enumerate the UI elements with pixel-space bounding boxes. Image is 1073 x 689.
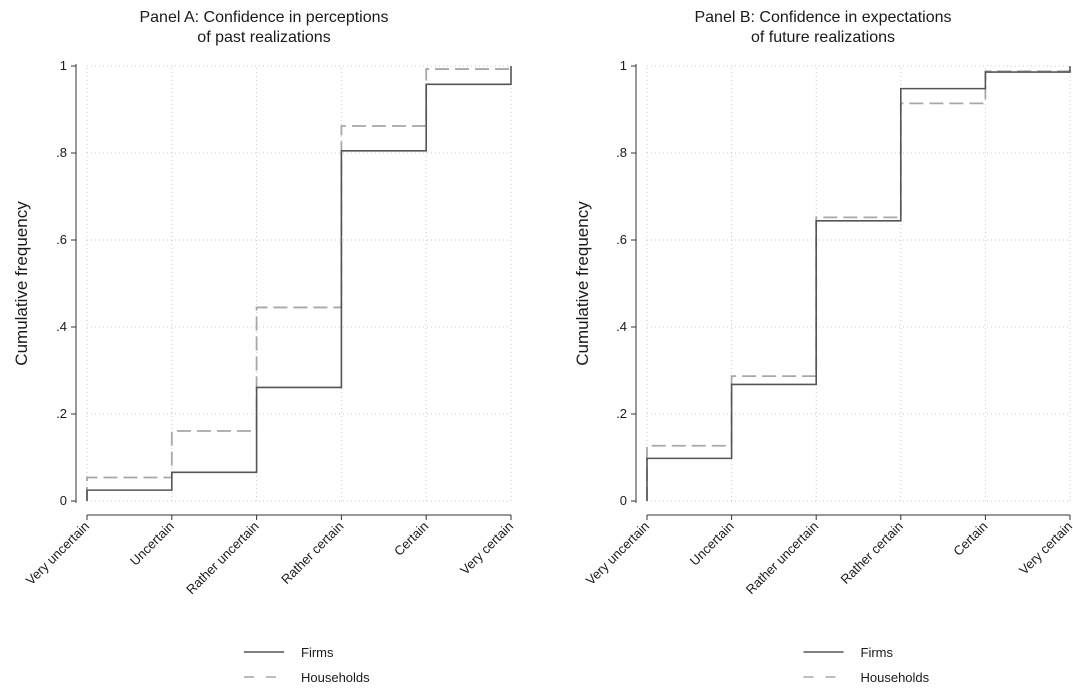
- y-tick-label: 0: [620, 493, 627, 508]
- panel-b: Panel B: Confidence in expectations of fu…: [573, 9, 1073, 685]
- y-tick-label: .4: [56, 319, 67, 334]
- series-line-households: [646, 66, 1071, 501]
- y-axis-label: Cumulative frequency: [12, 201, 31, 366]
- x-tick-label: Very certain: [1016, 519, 1073, 578]
- y-tick-label: 0: [60, 493, 67, 508]
- x-tick-label: Very uncertain: [23, 519, 92, 588]
- y-tick-label: 1: [620, 58, 627, 73]
- y-tick-label: .2: [56, 406, 67, 421]
- chart-title-line: of future realizations: [751, 29, 895, 46]
- legend-label-households: Households: [861, 670, 930, 685]
- y-tick-label: .2: [616, 406, 627, 421]
- x-tick-label: Rather certain: [838, 519, 906, 587]
- series-line-households: [86, 66, 512, 501]
- y-axis-label: Cumulative frequency: [573, 201, 592, 366]
- x-tick-label: Rather uncertain: [183, 519, 262, 598]
- y-tick-label: 1: [60, 58, 67, 73]
- series-line-firms: [86, 66, 512, 501]
- x-tick-label: Certain: [391, 519, 431, 559]
- legend-label-households: Households: [301, 670, 370, 685]
- x-tick-label: Certain: [950, 519, 990, 559]
- chart-title-line: Panel B: Confidence in expectations: [694, 9, 951, 26]
- y-tick-label: .4: [616, 319, 627, 334]
- chart-title-line: of past realizations: [197, 29, 330, 46]
- x-tick-label: Rather uncertain: [743, 519, 822, 598]
- y-tick-label: .8: [56, 145, 67, 160]
- panel-a: Panel A: Confidence in perceptions of pas…: [12, 9, 516, 685]
- x-tick-label: Uncertain: [687, 519, 737, 569]
- y-tick-label: .6: [56, 232, 67, 247]
- x-tick-label: Very uncertain: [583, 519, 652, 588]
- x-tick-label: Very certain: [457, 519, 516, 578]
- y-tick-label: .8: [616, 145, 627, 160]
- legend-label-firms: Firms: [301, 645, 334, 660]
- legend-label-firms: Firms: [861, 645, 894, 660]
- x-tick-label: Uncertain: [127, 519, 177, 569]
- series-line-firms: [646, 66, 1071, 501]
- chart-title-line: Panel A: Confidence in perceptions: [139, 9, 388, 26]
- y-tick-label: .6: [616, 232, 627, 247]
- x-tick-label: Rather certain: [278, 519, 346, 587]
